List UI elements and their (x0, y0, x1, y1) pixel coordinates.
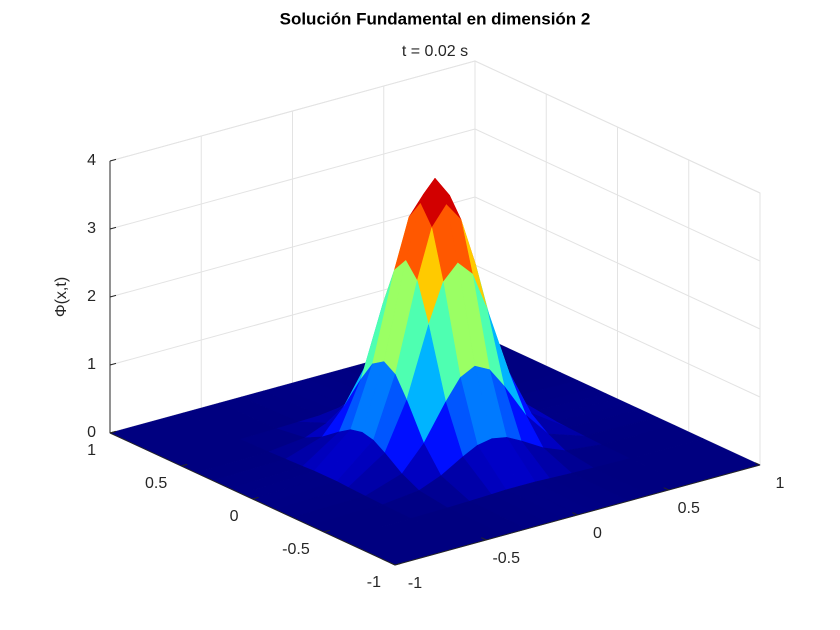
x-tick (481, 537, 487, 541)
z-axis-label: Φ(x,t) (53, 277, 70, 317)
z-tick (109, 362, 117, 366)
y-tick (109, 430, 117, 434)
z-tick-label: 4 (87, 152, 96, 169)
y-tick (323, 529, 330, 533)
z-tick-label: 0 (87, 424, 96, 441)
y-tick (252, 496, 259, 500)
x-tick (572, 512, 578, 516)
x-tick (389, 562, 396, 566)
y-tick (181, 463, 188, 467)
chart-subtitle: t = 0.02 s (402, 43, 468, 60)
y-tick-label: -0.5 (282, 541, 310, 558)
y-tick-label: 0.5 (145, 475, 167, 492)
z-tick (109, 294, 117, 298)
z-tick-label: 1 (87, 356, 96, 373)
y-tick-label: 0 (230, 508, 239, 525)
x-tick-label: 0 (593, 525, 602, 542)
y-tick-label: 1 (87, 442, 96, 459)
z-tick-label: 3 (87, 220, 96, 237)
x-tick (663, 487, 669, 491)
x-tick-label: 0.5 (678, 500, 700, 517)
x-tick-label: -1 (408, 575, 422, 592)
x-tick-label: -0.5 (492, 550, 520, 567)
x-tick-label: 1 (776, 475, 785, 492)
x-tick (754, 462, 761, 466)
z-tick-label: 2 (87, 288, 96, 305)
z-tick (109, 226, 117, 230)
y-tick (394, 562, 402, 566)
chart-title: Solución Fundamental en dimensión 2 (280, 9, 591, 28)
y-tick-label: -1 (367, 574, 381, 591)
z-tick (109, 158, 117, 162)
